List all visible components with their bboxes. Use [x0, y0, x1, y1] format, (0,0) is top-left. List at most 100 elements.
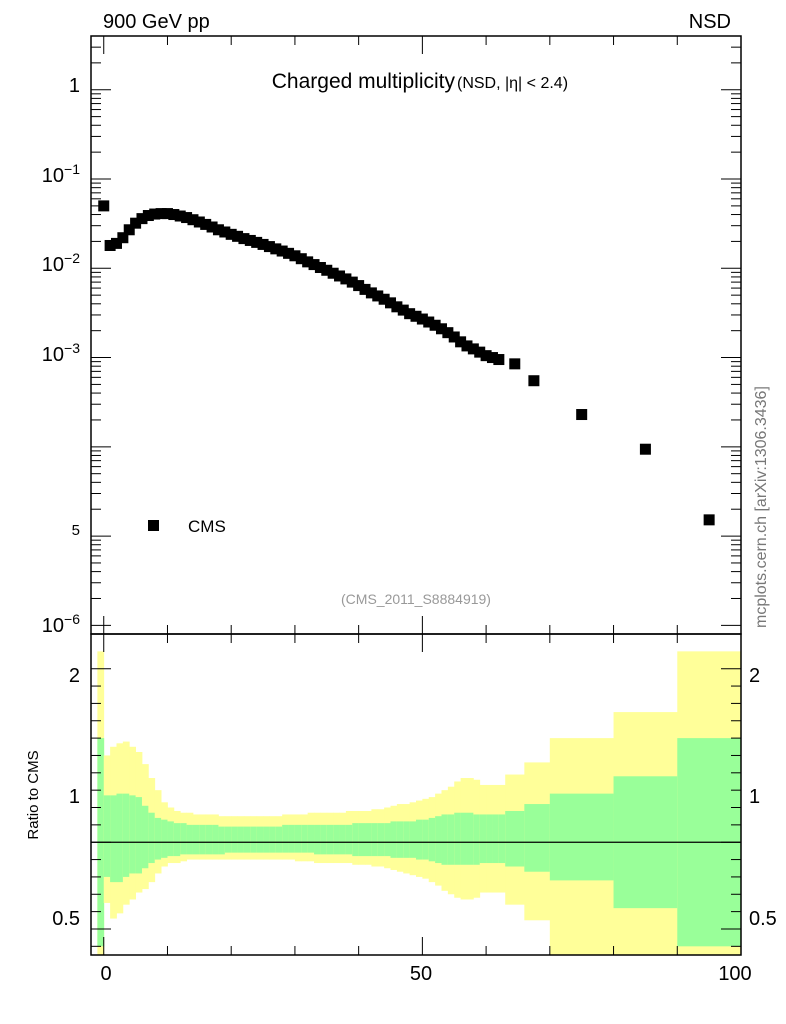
ratio-inner-band-bin	[122, 793, 130, 877]
data-point	[104, 239, 116, 251]
ratio-inner-band-bin	[237, 826, 245, 853]
x-tick-labels: 0 50 100	[100, 963, 751, 985]
ratio-inner-band-bin	[231, 826, 238, 853]
ratio-inner-band-bin	[141, 805, 149, 869]
data-point	[385, 297, 397, 309]
ratio-inner-band-bin	[498, 814, 506, 864]
ratio-inner-band-bin	[460, 812, 468, 865]
ratio-inner-band-bin	[294, 824, 302, 853]
ratio-inner-band-bin	[110, 795, 117, 883]
ratio-inner-band-bin	[384, 823, 391, 857]
data-point	[206, 221, 218, 233]
legend-marker	[148, 520, 159, 531]
ratio-y-tick-label-0.5-right: 0.5	[749, 908, 777, 930]
ratio-inner-band-bin	[454, 812, 462, 865]
data-point	[117, 232, 129, 244]
main-y-tick-label-1e-6: 10−6	[42, 611, 80, 637]
data-point	[308, 259, 320, 271]
data-point	[149, 208, 161, 220]
ratio-inner-band-bin	[390, 821, 398, 858]
chart-title: Charged multiplicity	[272, 70, 456, 93]
data-point	[353, 280, 365, 292]
data-point	[528, 375, 540, 387]
ratio-inner-band-bin	[377, 823, 385, 857]
ratio-inner-band-bin	[505, 810, 525, 867]
ratio-inner-band-bin	[466, 812, 474, 865]
ratio-inner-band-bin	[365, 823, 372, 857]
data-point	[110, 237, 122, 249]
main-panel-frame	[90, 35, 742, 635]
ratio-y-axis-label: Ratio to CMS	[25, 750, 42, 839]
data-point	[270, 243, 282, 255]
data-point	[404, 308, 416, 320]
data-point	[283, 247, 295, 259]
data-point	[251, 236, 263, 248]
data-point	[334, 270, 346, 282]
ratio-inner-band-bin	[409, 821, 417, 858]
ratio-inner-band-bin	[428, 817, 436, 862]
x-tick-label-50: 50	[410, 963, 432, 985]
ratio-inner-band-bin	[103, 795, 111, 877]
data-point	[480, 350, 492, 362]
data-point	[212, 224, 224, 236]
main-y-tick-label-5: 5	[72, 522, 80, 539]
data-point	[193, 216, 205, 228]
data-point	[391, 301, 403, 313]
ratio-inner-band-bin	[180, 823, 187, 855]
ratio-inner-band-bin	[282, 824, 289, 853]
ratio-inner-band-bin	[186, 824, 194, 855]
ratio-inner-band-bin	[435, 816, 442, 864]
reference-label: (CMS_2011_S8884919)	[341, 591, 491, 607]
data-point	[493, 354, 505, 366]
data-point	[136, 213, 148, 225]
data-point	[321, 264, 333, 276]
data-point	[486, 352, 498, 364]
data-point	[509, 358, 521, 370]
data-point	[200, 218, 212, 230]
data-point	[244, 234, 256, 246]
data-point	[378, 293, 390, 305]
ratio-inner-band-bin	[339, 824, 347, 855]
main-y-tick-label-1e-3: 10−3	[42, 340, 80, 366]
ratio-inner-band-bin	[269, 826, 277, 853]
data-point	[314, 262, 326, 274]
data-point	[703, 514, 715, 526]
data-point	[346, 276, 358, 288]
ratio-bands	[97, 651, 742, 955]
ratio-inner-band-bin	[154, 817, 162, 860]
main-y-tick-label-1e-1: 10−1	[42, 161, 80, 187]
header-left-label: 900 GeV pp	[103, 11, 210, 33]
ratio-panel-frame	[90, 633, 742, 956]
ratio-inner-band-bin	[447, 814, 455, 865]
legend-label: CMS	[188, 517, 226, 536]
ratio-y-tick-label-0.5: 0.5	[52, 908, 80, 930]
data-point	[639, 443, 651, 455]
data-point	[98, 200, 110, 212]
data-point	[174, 210, 186, 222]
x-tick-label-0: 0	[100, 963, 111, 985]
ratio-y-tick-label-1: 1	[69, 786, 80, 808]
ratio-inner-band-bin	[473, 814, 481, 865]
x-tick-label-100: 100	[718, 963, 751, 985]
ratio-inner-band-bin	[192, 824, 200, 855]
data-point	[461, 340, 473, 352]
ratio-inner-band-bin	[479, 814, 487, 864]
ratio-inner-band-bin	[212, 824, 219, 855]
data-point	[130, 217, 142, 229]
ratio-inner-band-bin	[243, 826, 251, 853]
data-point	[219, 226, 231, 238]
main-y-tick-label-1: 1	[69, 75, 80, 97]
ratio-inner-band-bin	[256, 826, 264, 853]
ratio-inner-band-bin	[129, 795, 137, 874]
ratio-inner-band-bin	[416, 819, 423, 860]
ratio-inner-band-bin	[333, 824, 340, 855]
ratio-inner-band-bin	[288, 824, 296, 853]
data-point	[225, 228, 237, 240]
data-point	[302, 256, 314, 268]
ratio-inner-band-bin	[199, 824, 207, 855]
data-point	[295, 253, 307, 265]
data-point	[435, 323, 447, 335]
data-markers	[98, 200, 715, 526]
ratio-y-tick-label-1-right: 1	[749, 786, 760, 808]
ratio-inner-band-bin	[173, 823, 181, 857]
